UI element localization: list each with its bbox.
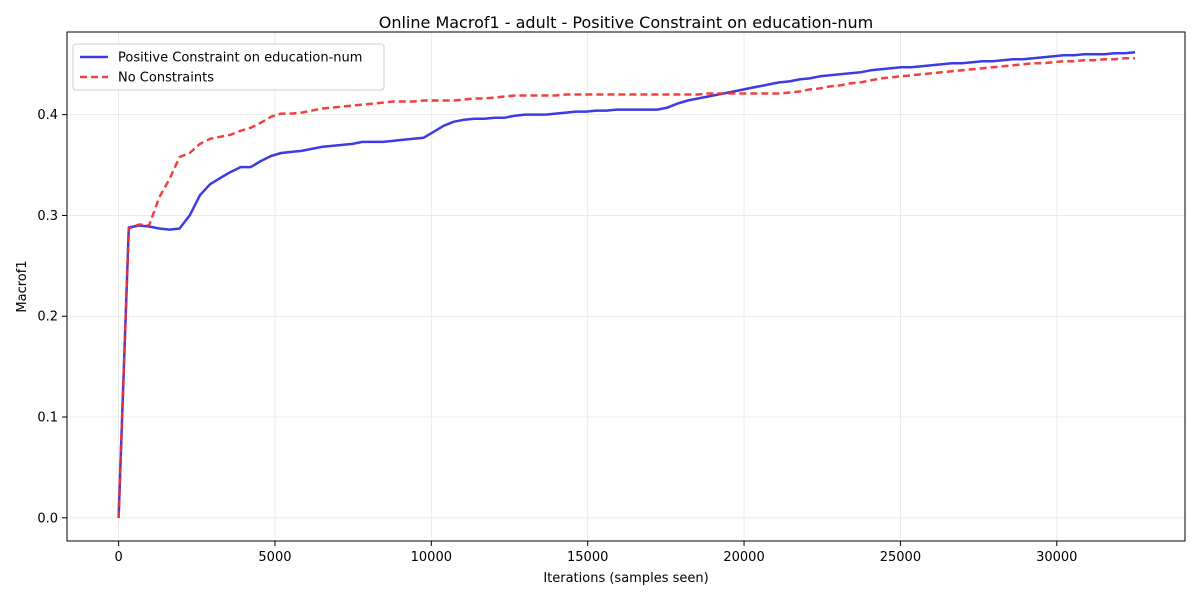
chart-title: Online Macrof1 - adult - Positive Constr… bbox=[379, 13, 874, 32]
x-axis-label: Iterations (samples seen) bbox=[543, 571, 708, 586]
x-tick-label: 25000 bbox=[880, 550, 921, 565]
y-tick-label: 0.2 bbox=[37, 310, 58, 325]
grid bbox=[67, 32, 1185, 541]
x-tick-label: 15000 bbox=[567, 550, 608, 565]
legend-label-positive-constraint: Positive Constraint on education-num bbox=[118, 51, 362, 66]
legend: Positive Constraint on education-num No … bbox=[72, 43, 385, 91]
x-tick-label: 10000 bbox=[411, 550, 452, 565]
series-layer bbox=[117, 50, 1136, 518]
plot-frame bbox=[66, 31, 1186, 542]
x-tick-label: 20000 bbox=[723, 550, 764, 565]
x-tick-label: 5000 bbox=[258, 550, 291, 565]
x-tick-label: 0 bbox=[114, 550, 122, 565]
y-axis-label: Macrof1 bbox=[15, 260, 30, 312]
ticks: 0 5000 10000 15000 20000 25000 30000 0.0 0.1 0.2 0… bbox=[37, 108, 1077, 565]
x-tick-label: 30000 bbox=[1036, 550, 1077, 565]
legend-label-no-constraints: No Constraints bbox=[118, 71, 214, 86]
y-tick-label: 0.1 bbox=[37, 411, 58, 426]
y-tick-label: 0.0 bbox=[37, 511, 58, 526]
series-line-0 bbox=[117, 50, 1136, 518]
y-tick-label: 0.3 bbox=[37, 209, 58, 224]
legend-box bbox=[72, 43, 385, 91]
y-tick-label: 0.4 bbox=[37, 108, 58, 123]
